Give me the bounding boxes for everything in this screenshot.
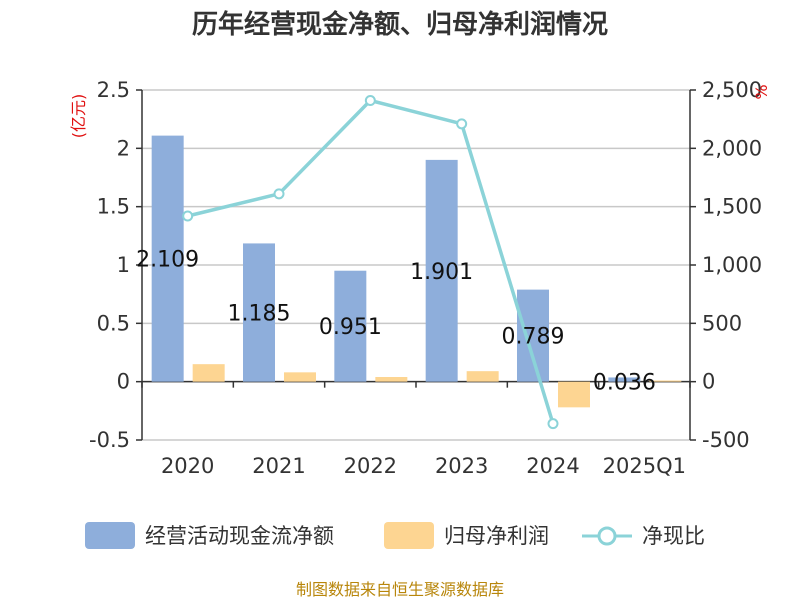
- cashflow-value-label: 1.901: [410, 260, 473, 285]
- x-tick-label: 2025Q1: [603, 454, 686, 478]
- cashflow-bar: [608, 377, 641, 382]
- right-tick-label: 2,000: [702, 136, 762, 160]
- y-left-unit-label: (亿元): [69, 94, 88, 139]
- right-axis-ticks: 2,500 2,000 1,500 1,000 500 0 -500: [690, 78, 762, 452]
- cashflow-value-label: 0.789: [502, 325, 565, 350]
- legend-marker-ratio[interactable]: [597, 526, 617, 546]
- ratio-point: [547, 418, 559, 430]
- left-axis-ticks: 2.5 2 1.5 1 0.5 0 -0.5: [89, 78, 142, 452]
- ratio-line-series: [182, 95, 559, 430]
- right-tick-label: 2,500: [702, 78, 762, 102]
- legend-swatch-net-profit[interactable]: [384, 522, 434, 549]
- x-tick-label: 2023: [435, 454, 488, 478]
- ratio-point: [182, 210, 194, 222]
- legend-label-net-profit[interactable]: 归母净利润: [444, 524, 549, 548]
- source-note: 制图数据来自恒生聚源数据库: [296, 580, 504, 599]
- cashflow-value-label: 0.036: [593, 371, 656, 396]
- left-tick-label: 2: [117, 136, 130, 160]
- net-profit-bar: [284, 372, 316, 382]
- right-tick-label: 0: [702, 370, 715, 394]
- cashflow-bar: [334, 270, 367, 382]
- cashflow-value-label: 1.185: [228, 302, 291, 327]
- right-tick-label: -500: [702, 428, 750, 452]
- left-tick-label: 0.5: [97, 311, 130, 335]
- ratio-point: [273, 188, 285, 200]
- ratio-point: [364, 95, 376, 106]
- net-profit-bar: [375, 377, 408, 382]
- legend-label-cashflow[interactable]: 经营活动现金流净额: [145, 524, 334, 548]
- cashflow-bar: [151, 135, 184, 382]
- bar-series: [151, 135, 682, 408]
- ratio-point: [456, 118, 468, 130]
- x-tick-label: 2021: [252, 454, 305, 478]
- left-tick-label: -0.5: [89, 428, 130, 452]
- net-profit-bar: [466, 371, 499, 382]
- net-profit-bar: [649, 380, 682, 382]
- chart-title: 历年经营现金净额、归母净利润情况: [192, 9, 608, 40]
- legend[interactable]: 经营活动现金流净额 归母净利润 净现比: [85, 522, 705, 549]
- x-tick-label: 2020: [161, 454, 214, 478]
- cashflow-value-label: 0.951: [319, 315, 382, 340]
- right-tick-label: 1,000: [702, 253, 762, 277]
- left-tick-label: 1.5: [97, 195, 130, 219]
- x-tick-label: 2024: [526, 454, 579, 478]
- net-profit-bar: [558, 381, 590, 408]
- right-tick-label: 1,500: [702, 195, 762, 219]
- left-tick-label: 0: [117, 370, 130, 394]
- cashflow-bar: [517, 289, 549, 382]
- y-right-unit-label: %: [752, 84, 771, 99]
- right-tick-label: 500: [702, 311, 742, 335]
- x-tick-label: 2022: [344, 454, 397, 478]
- cashflow-bar: [243, 243, 275, 382]
- bar-value-labels: 2.109 1.185 0.951 1.901 0.789 0.036: [136, 248, 656, 396]
- net-profit-bar: [192, 364, 225, 382]
- legend-swatch-cashflow[interactable]: [85, 522, 135, 549]
- cashflow-value-label: 2.109: [136, 248, 199, 273]
- left-tick-label: 1: [117, 253, 130, 277]
- cashflow-bar: [425, 159, 458, 382]
- legend-label-ratio[interactable]: 净现比: [642, 524, 705, 548]
- x-axis-ticks: 2020 2021 2022 2023 2024 2025Q1: [141, 381, 691, 478]
- left-tick-label: 2.5: [97, 78, 130, 102]
